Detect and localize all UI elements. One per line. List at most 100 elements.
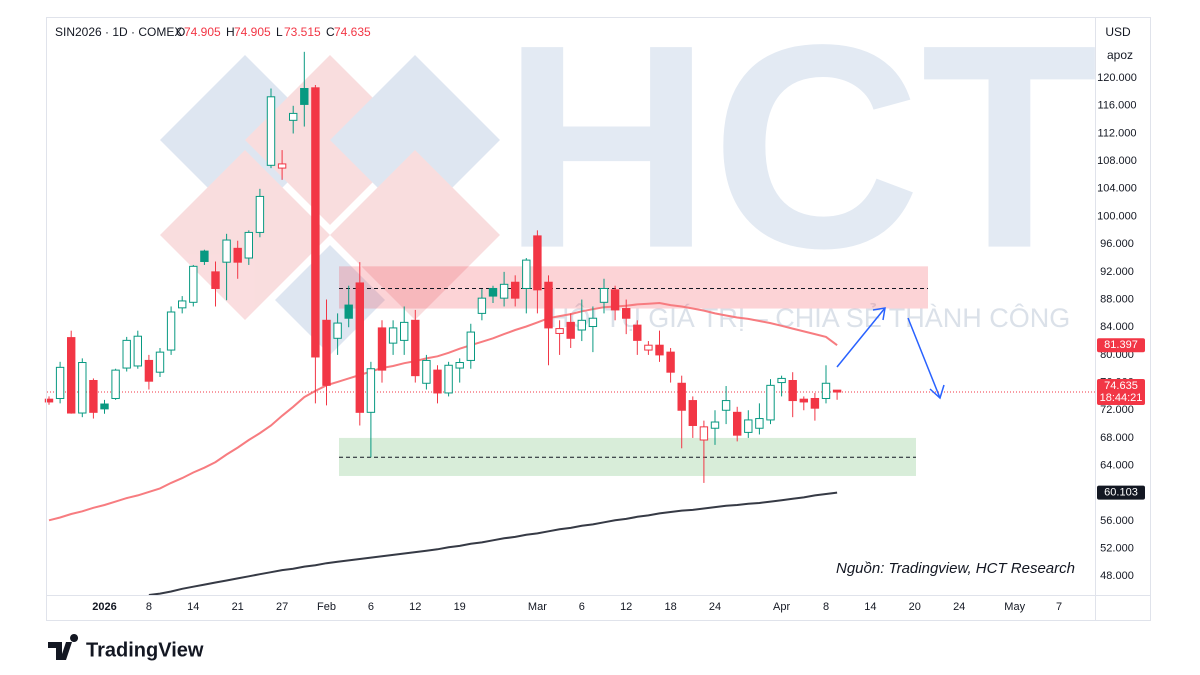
moving-average	[148, 491, 838, 596]
x-tick-label: 7	[1056, 601, 1062, 613]
candle-body	[788, 379, 797, 402]
x-tick-label: 19	[454, 601, 466, 613]
candle-body	[300, 88, 309, 105]
candle-body	[710, 421, 720, 429]
arrow	[907, 317, 941, 399]
candle-body	[400, 321, 409, 341]
candle-body	[355, 282, 365, 413]
x-tick-label: 8	[823, 601, 829, 613]
y-tick-label: 100.000	[1097, 210, 1137, 222]
candle-body	[633, 324, 642, 341]
y-tick-label: 116.000	[1098, 100, 1137, 112]
candle-body	[244, 231, 254, 259]
x-tick-label: Feb	[317, 601, 336, 613]
candle-body	[588, 317, 598, 328]
y-tick-label: 56.000	[1100, 515, 1134, 527]
price-label: 81.397	[1104, 339, 1138, 351]
header-key: C	[326, 25, 335, 39]
candle-body	[67, 337, 76, 414]
header-symbol: SIN2026 · 1D · COMEX	[55, 25, 182, 39]
x-tick-label: May	[1004, 601, 1025, 613]
y-tick-label: 48.000	[1100, 570, 1134, 582]
x-tick-label: 18	[664, 601, 676, 613]
candle-body	[466, 331, 476, 361]
candle-body	[433, 369, 442, 394]
x-tick-label: 14	[864, 601, 876, 613]
price-label-box	[1097, 485, 1145, 500]
candle-body	[499, 283, 509, 299]
x-tick-label: 27	[276, 601, 288, 613]
x-tick-label: 20	[909, 601, 921, 613]
y-tick-label: 52.000	[1100, 543, 1134, 555]
candle-body	[144, 359, 154, 382]
unit: apoz	[1107, 48, 1133, 62]
candle-body	[55, 366, 65, 399]
candle-body	[322, 319, 331, 386]
x-tick-label: 6	[579, 601, 585, 613]
y-tick-label: 68.000	[1100, 432, 1134, 444]
y-tick-label: 96.000	[1100, 238, 1134, 250]
x-tick-label: 12	[620, 601, 632, 613]
candle-body	[255, 195, 265, 233]
candle-body	[522, 259, 531, 289]
candle-body	[411, 319, 420, 377]
candle-body	[266, 96, 276, 166]
candle-body	[178, 300, 187, 309]
candle-body	[277, 163, 287, 169]
moving-average	[48, 301, 838, 522]
candle-body	[488, 287, 498, 297]
logo-diamond	[330, 55, 500, 225]
y-tick-label: 112.000	[1098, 127, 1137, 139]
currency: USD	[1105, 25, 1131, 39]
brand-icon	[48, 634, 79, 660]
price-label: 60.103	[1104, 486, 1138, 498]
candle-body	[577, 319, 586, 331]
y-tick-label: 104.000	[1097, 183, 1137, 195]
x-tick-label: 6	[368, 601, 374, 613]
header-value: 74.635	[334, 25, 371, 39]
candle-body	[766, 384, 775, 421]
y-tick-label: 88.000	[1100, 293, 1134, 305]
candle-body	[211, 271, 220, 289]
header-value: 74.905	[184, 25, 221, 39]
candle-body	[422, 359, 431, 384]
x-tick-label: 21	[232, 601, 244, 613]
candle-body	[699, 426, 709, 441]
x-tick-label: 24	[709, 601, 721, 613]
x-tick-label: 12	[409, 601, 421, 613]
candle-body	[777, 377, 786, 384]
candle-body	[344, 304, 353, 319]
candle-body	[721, 400, 731, 411]
candle-body	[200, 250, 209, 262]
candle-body	[333, 322, 342, 339]
candle-body	[599, 287, 609, 303]
x-tick-label: 14	[187, 601, 199, 613]
plot	[44, 51, 1095, 596]
arrow-head	[872, 307, 886, 321]
header-key: L	[276, 25, 283, 39]
brand-logo	[48, 634, 79, 660]
price-label: 74.635	[1104, 380, 1138, 392]
arrow	[836, 307, 886, 368]
candle-body	[222, 239, 231, 263]
source-note: Nguồn: Tradingview, HCT Research	[836, 560, 1075, 577]
price-label-box	[1097, 379, 1145, 406]
x-tick-label: 2026	[92, 601, 116, 613]
candle-body	[44, 398, 54, 403]
candle-body	[688, 400, 697, 426]
header-key: O	[176, 25, 185, 39]
candle-body	[122, 339, 131, 369]
candle-body	[755, 418, 764, 429]
y-tick-label: 72.000	[1100, 404, 1134, 416]
candle-body	[622, 308, 631, 319]
candle-body	[78, 362, 87, 414]
candle-body	[832, 389, 842, 393]
candle-body	[544, 281, 553, 329]
watermark-text: HCT	[502, 0, 1098, 309]
candle-body	[477, 297, 487, 314]
candle-body	[533, 235, 542, 291]
candle-body	[566, 321, 575, 339]
y-tick-label: 64.000	[1100, 460, 1134, 472]
candle-body	[733, 411, 742, 436]
